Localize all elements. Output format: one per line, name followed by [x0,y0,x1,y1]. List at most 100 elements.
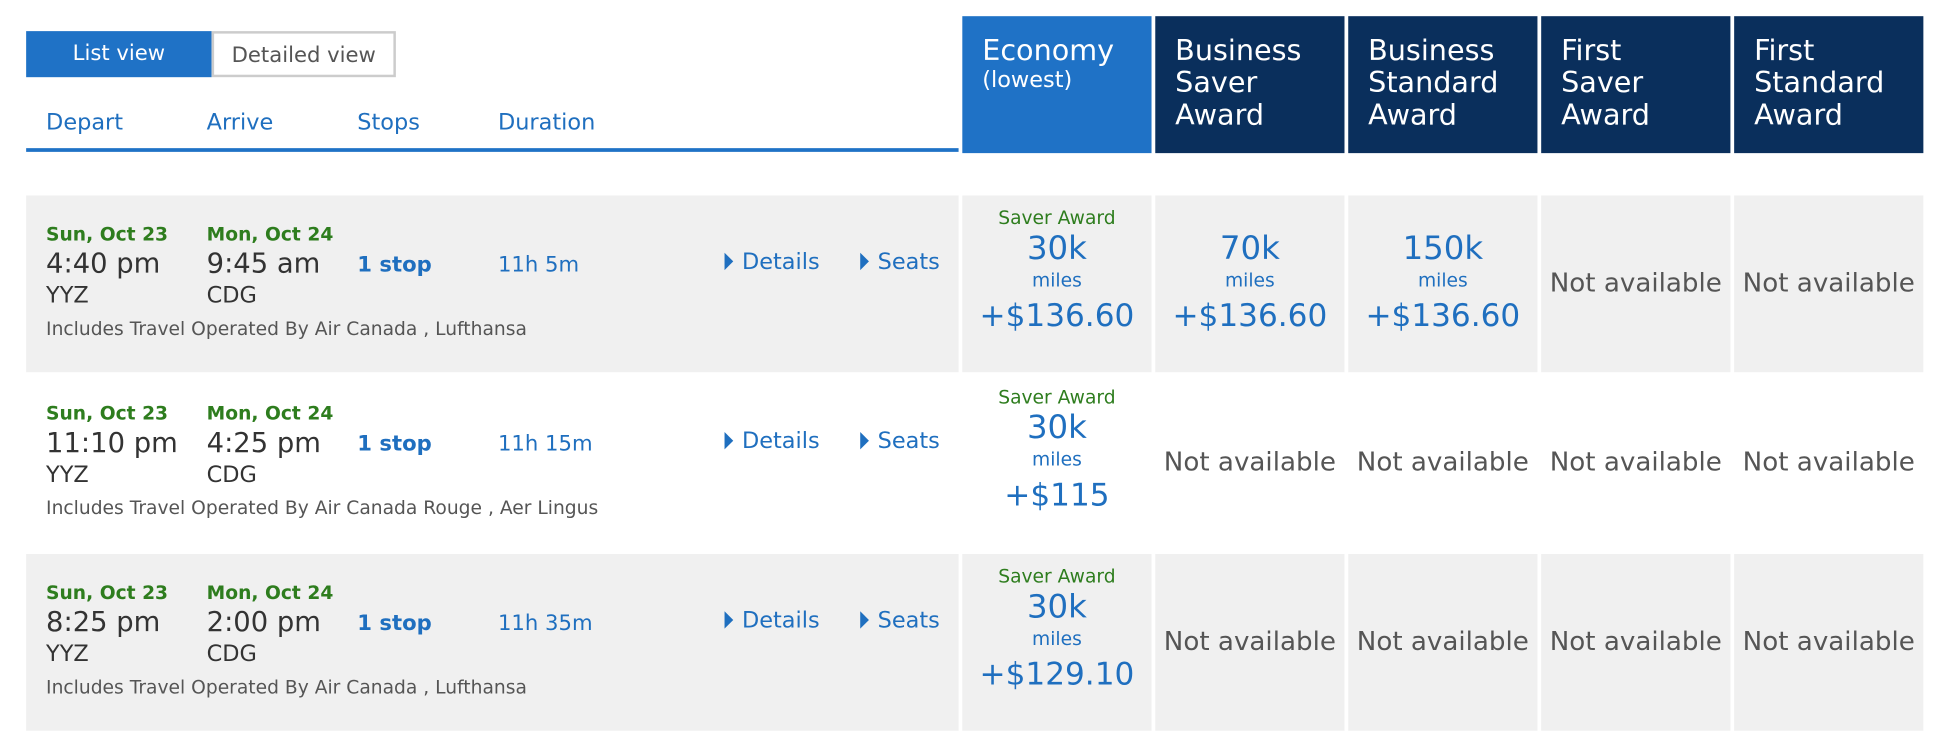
fare-tax: +$136.60 [979,297,1135,334]
depart-time: 8:25 pm [46,607,161,639]
fare-cell: Not available [1155,553,1345,731]
not-available: Not available [1549,446,1722,477]
flight-row: Sun, Oct 23 8:25 pm YYZ Mon, Oct 24 2:00 pm C… [26,553,959,731]
fare-miles: 30k [1026,409,1087,447]
stops: 1 stop [357,252,432,278]
caret [860,431,869,450]
origin: YYZ [46,461,89,489]
fare-cell: Not available [1541,553,1731,731]
fare-miles: 30k [1026,588,1087,627]
not-available: Not available [1742,626,1915,657]
fare-cell[interactable]: 150k miles +$136.60 [1348,195,1538,373]
destination: CDG [206,461,257,489]
fare-tax: +$129.10 [979,656,1135,693]
duration: 11h 15m [497,431,593,457]
fare-header: Business Saver Award [1155,16,1345,154]
header-rule [26,148,959,152]
depart-time: 11:10 pm [46,428,178,460]
seats-link[interactable]: Seats [877,428,940,455]
details-link[interactable]: Details [741,248,820,276]
operated-by: Includes Travel Operated By Air Canada R… [46,496,599,520]
fare-unit: miles [1032,627,1082,650]
list-view-tab[interactable]: List view [26,31,212,78]
caret [860,611,869,629]
fare-title: First Standard Award [1754,34,1885,132]
fare-unit: miles [1032,268,1082,292]
fare-unit: miles [1032,448,1082,471]
flight-row: Sun, Oct 23 4:40 pm YYZ Mon, Oct 24 9:45 am C… [26,195,959,373]
arrive-date: Mon, Oct 24 [206,402,334,425]
fare-header: Economy (lowest) [962,16,1152,154]
caret [724,252,734,271]
arrive-date: Mon, Oct 24 [206,581,334,604]
fare-cell: Not available [1541,374,1731,552]
fare-cell: Not available [1734,553,1924,731]
caret [724,431,734,450]
fare-cell: Not available [1734,195,1924,373]
fare-miles: 30k [1026,230,1087,268]
fare-title: Business Standard Award [1368,34,1499,132]
not-available: Not available [1549,267,1722,298]
caret [724,611,734,629]
fare-unit: miles [1417,268,1468,292]
fare-cell[interactable]: Saver Award 30k miles +$115 [962,374,1152,552]
fare-cell: Not available [1348,553,1538,731]
fare-cell: Not available [1348,374,1538,552]
flight-row: Sun, Oct 23 11:10 pm YYZ Mon, Oct 24 4:25 pm… [26,374,959,552]
fare-header: First Standard Award [1734,16,1924,154]
fare-header: First Saver Award [1541,16,1731,154]
not-available: Not available [1356,626,1529,657]
not-available: Not available [1163,626,1336,657]
fare-label: Saver Award [998,565,1116,588]
caret [860,252,869,271]
fare-title: First Saver Award [1561,34,1650,132]
stops: 1 stop [357,611,432,637]
arrive-time: 9:45 am [206,248,321,281]
seats-link[interactable]: Seats [877,248,940,276]
not-available: Not available [1549,626,1722,657]
fare-miles: 150k [1402,230,1484,268]
fare-label: Saver Award [998,206,1116,230]
destination: CDG [206,641,257,668]
fare-title: Business Saver Award [1175,34,1302,132]
fare-cell: Not available [1541,195,1731,373]
depart-date: Sun, Oct 23 [46,581,169,604]
duration: 11h 5m [497,252,580,278]
fare-tax: +$136.60 [1172,297,1328,334]
origin: YYZ [46,641,89,668]
operated-by: Includes Travel Operated By Air Canada ,… [46,317,527,340]
stops: 1 stop [357,431,432,457]
fare-cell[interactable]: Saver Award 30k miles +$136.60 [962,195,1152,373]
not-available: Not available [1163,446,1336,477]
sort-stops[interactable]: Stops [357,109,420,136]
depart-date: Sun, Oct 23 [46,402,169,425]
arrive-date: Mon, Oct 24 [206,222,334,246]
fare-subtitle: (lowest) [982,67,1073,94]
sort-duration[interactable]: Duration [497,109,596,136]
sort-arrive[interactable]: Arrive [206,109,274,136]
fare-cell[interactable]: 70k miles +$136.60 [1155,195,1345,373]
not-available: Not available [1742,446,1915,477]
fare-miles: 70k [1219,230,1280,268]
detailed-view-tab[interactable]: Detailed view [211,31,396,78]
not-available: Not available [1356,446,1529,477]
details-link[interactable]: Details [741,607,820,634]
depart-time: 4:40 pm [46,248,161,281]
fare-label: Saver Award [998,385,1116,409]
details-link[interactable]: Details [741,428,820,455]
fare-cell[interactable]: Saver Award 30k miles +$129.10 [962,553,1152,731]
sort-depart[interactable]: Depart [46,109,124,136]
fare-title: Economy [982,34,1115,68]
seats-link[interactable]: Seats [877,607,940,634]
fare-header: Business Standard Award [1348,16,1538,154]
duration: 11h 35m [497,611,593,637]
fare-cell: Not available [1734,374,1924,552]
destination: CDG [206,282,257,309]
fare-tax: +$136.60 [1365,297,1521,334]
fare-cell: Not available [1155,374,1345,552]
not-available: Not available [1742,267,1915,298]
fare-tax: +$115 [1004,476,1110,513]
arrive-time: 2:00 pm [206,607,321,639]
